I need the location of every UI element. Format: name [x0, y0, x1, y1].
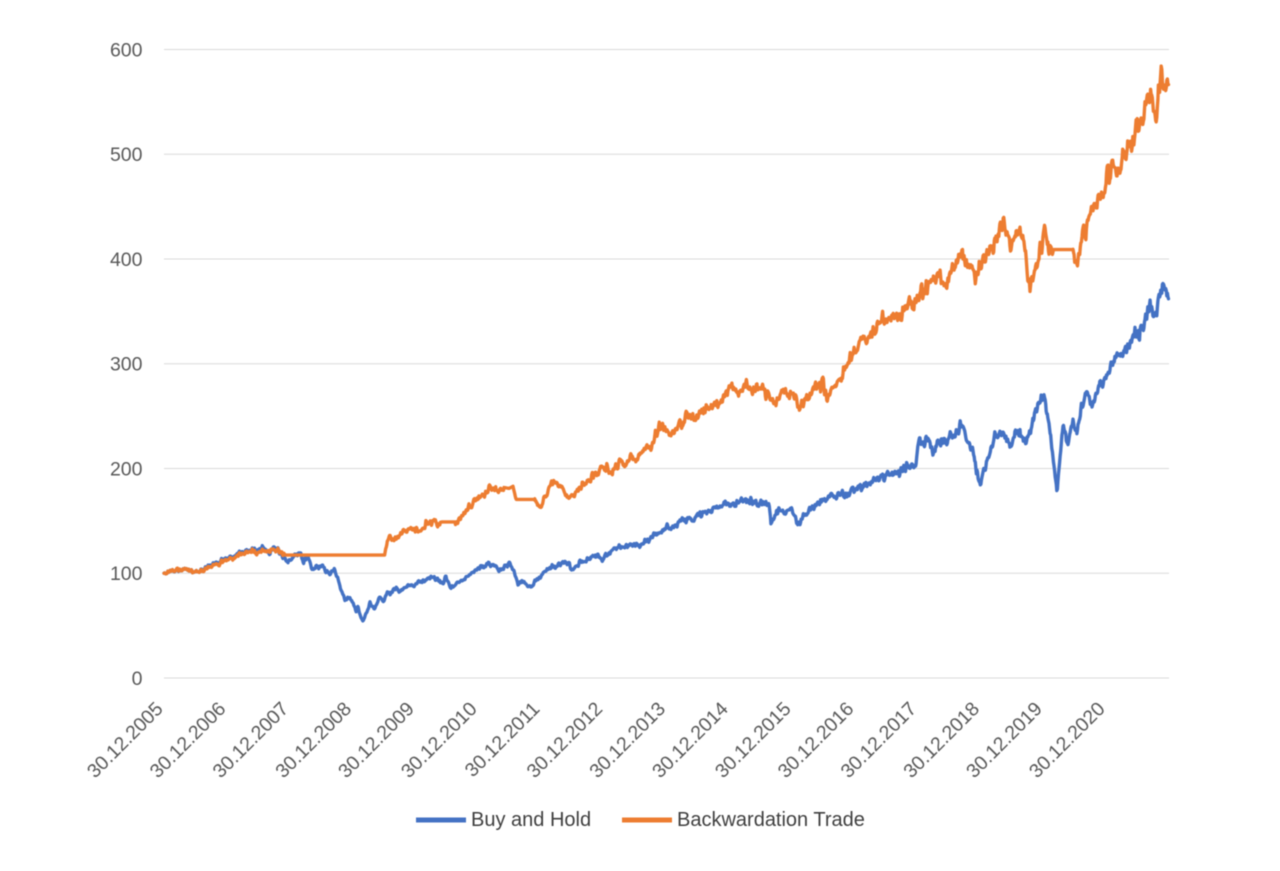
svg-text:100: 100: [110, 563, 143, 585]
svg-text:Backwardation Trade: Backwardation Trade: [677, 809, 865, 831]
svg-text:400: 400: [110, 249, 143, 271]
svg-text:600: 600: [110, 40, 143, 62]
svg-text:300: 300: [110, 354, 143, 376]
svg-text:200: 200: [110, 459, 143, 481]
svg-text:500: 500: [110, 144, 143, 166]
svg-text:0: 0: [132, 668, 143, 690]
svg-text:Buy and Hold: Buy and Hold: [471, 809, 591, 831]
